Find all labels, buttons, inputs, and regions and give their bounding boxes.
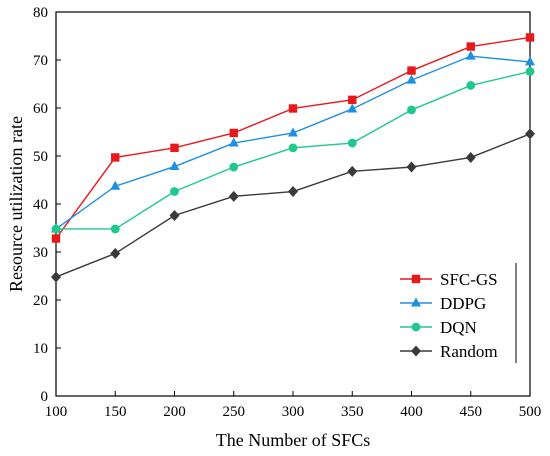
legend-item-sfc-gs: SFC-GS (400, 270, 498, 289)
data-point-random (406, 161, 417, 173)
y-axis-title: Resource utilization rate (6, 116, 26, 292)
legend: SFC-GS DDPG DQN Random (400, 263, 517, 363)
data-point-random (169, 210, 180, 222)
x-tick-label: 250 (223, 404, 246, 420)
data-point-ddpg (228, 137, 239, 147)
data-point-sfc-gs (288, 104, 298, 113)
data-point-dqn (170, 187, 179, 196)
y-tick-label: 20 (33, 293, 48, 309)
data-point-sfc-gs (170, 143, 179, 153)
series-random (51, 128, 535, 283)
series-layer (51, 33, 535, 283)
legend-marker-sfc-gs (411, 274, 421, 284)
x-tick-label: 350 (341, 404, 364, 420)
series-line-ddpg (55, 55, 531, 230)
series-line-sfc-gs (55, 36, 531, 239)
series-sfc-gs (51, 33, 535, 243)
legend-marker-dqn (411, 322, 421, 332)
data-point-sfc-gs (466, 42, 475, 51)
y-tick-label: 80 (33, 5, 48, 21)
legend-item-dqn: DQN (400, 318, 477, 337)
data-point-random (51, 271, 61, 283)
data-point-sfc-gs (348, 95, 357, 105)
data-point-dqn (347, 138, 357, 148)
data-point-random (347, 165, 358, 177)
data-point-ddpg (110, 180, 121, 190)
data-point-random (465, 151, 476, 163)
legend-label-sfc-gs: SFC-GS (440, 270, 498, 289)
data-point-ddpg (465, 50, 476, 60)
data-point-dqn (110, 224, 120, 234)
y-tick-label: 50 (33, 149, 48, 165)
x-tick-label: 150 (104, 404, 127, 420)
legend-marker-random (411, 345, 421, 357)
series-dqn (51, 67, 535, 234)
y-tick-label: 40 (33, 197, 48, 213)
data-point-random (228, 190, 239, 202)
x-tick-label: 100 (45, 404, 68, 420)
data-point-dqn (229, 162, 239, 172)
data-point-sfc-gs (407, 66, 416, 75)
x-tick-label: 300 (282, 404, 305, 420)
y-tick-label: 70 (33, 53, 48, 69)
y-tick-label: 0 (41, 389, 49, 405)
data-point-dqn (525, 67, 535, 76)
y-tick-label: 30 (33, 245, 48, 261)
data-point-dqn (51, 224, 61, 234)
y-axis: 0 10 20 30 40 50 60 70 80 (33, 5, 61, 405)
plot-area (55, 11, 531, 397)
data-point-dqn (407, 105, 416, 115)
data-point-sfc-gs (229, 128, 238, 138)
legend-label-random: Random (440, 342, 498, 361)
data-point-random (525, 128, 535, 140)
x-tick-label: 200 (163, 404, 186, 420)
x-axis-title: The Number of SFCs (216, 430, 371, 450)
data-point-sfc-gs (111, 153, 120, 162)
x-tick-label: 400 (400, 404, 423, 420)
x-tick-label: 500 (519, 404, 542, 420)
data-point-dqn (288, 143, 298, 153)
legend-marker-ddpg (411, 297, 421, 307)
data-point-random (288, 186, 298, 198)
series-ddpg (51, 50, 535, 233)
data-point-sfc-gs (525, 33, 535, 42)
data-point-ddpg (347, 103, 358, 113)
x-tick-label: 450 (460, 404, 483, 420)
legend-label-ddpg: DDPG (440, 294, 486, 313)
data-point-ddpg (288, 127, 298, 137)
data-point-ddpg (525, 56, 535, 66)
x-axis: 100 150 200 250 300 350 400 450 500 (45, 391, 542, 420)
y-tick-label: 60 (33, 101, 48, 117)
data-point-sfc-gs (51, 234, 61, 243)
plot-frame (55, 11, 531, 397)
data-point-random (110, 247, 121, 259)
legend-item-ddpg: DDPG (400, 294, 486, 313)
y-tick-label: 10 (33, 341, 48, 357)
data-point-ddpg (169, 161, 180, 171)
legend-item-random: Random (400, 342, 498, 361)
data-point-ddpg (406, 74, 417, 84)
legend-label-dqn: DQN (440, 318, 477, 337)
data-point-dqn (466, 81, 476, 90)
